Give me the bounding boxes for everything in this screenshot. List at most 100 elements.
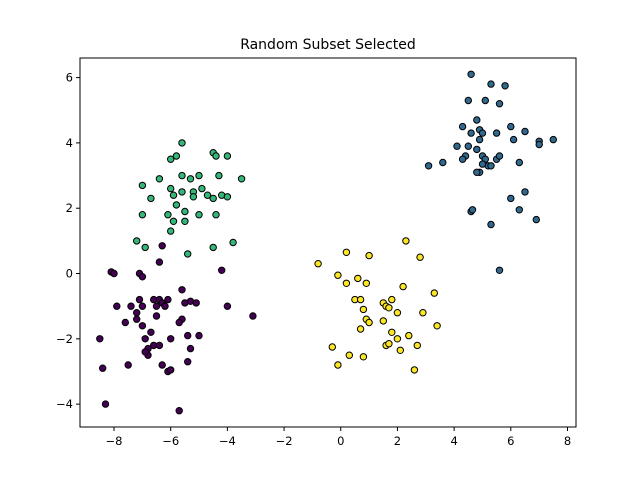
scatter-point bbox=[141, 243, 149, 252]
scatter-point bbox=[172, 201, 181, 209]
scatter-point bbox=[167, 184, 175, 193]
scatter-point bbox=[495, 266, 504, 274]
y-tick-label: 0 bbox=[66, 267, 73, 281]
scatter-point bbox=[133, 315, 141, 323]
scatter-point bbox=[178, 188, 186, 196]
chart-title: Random Subset Selected bbox=[240, 37, 416, 53]
scatter-point bbox=[359, 305, 368, 314]
scatter-point bbox=[138, 322, 147, 330]
x-tick-label: −4 bbox=[219, 434, 236, 448]
scatter-point bbox=[487, 162, 495, 170]
scatter-point bbox=[186, 175, 195, 183]
scatter-point bbox=[473, 168, 481, 177]
scatter-point bbox=[195, 171, 203, 180]
scatter-point bbox=[419, 309, 427, 317]
scatter-point bbox=[135, 295, 144, 304]
x-tick-label: 0 bbox=[337, 434, 344, 448]
scatter-point bbox=[467, 129, 475, 137]
scatter-point bbox=[356, 325, 365, 333]
scatter-point bbox=[342, 279, 351, 287]
scatter-point bbox=[169, 191, 178, 199]
scatter-point bbox=[492, 129, 501, 137]
scatter-point bbox=[410, 366, 419, 374]
scatter-point bbox=[164, 211, 172, 219]
scatter-point bbox=[158, 242, 166, 250]
scatter-point bbox=[439, 158, 447, 167]
scatter-point bbox=[405, 331, 413, 340]
scatter-point bbox=[478, 129, 487, 137]
axes-frame bbox=[79, 57, 577, 428]
scatter-point bbox=[314, 260, 322, 268]
x-tick-label: 6 bbox=[507, 434, 514, 448]
scatter-point bbox=[167, 366, 175, 374]
scatter-point bbox=[101, 400, 110, 408]
x-axis-ticks: −8 −6 −4 −2 0 2 4 6 8 bbox=[106, 427, 571, 448]
scatter-point bbox=[501, 82, 509, 90]
scatter-point bbox=[141, 335, 149, 343]
scatter-point bbox=[147, 194, 155, 203]
scatter-point bbox=[229, 238, 237, 247]
scatter-point bbox=[354, 274, 362, 283]
scatter-point bbox=[328, 343, 336, 351]
scatter-point bbox=[416, 253, 424, 261]
scatter-point bbox=[175, 318, 183, 327]
scatter-point bbox=[138, 302, 147, 310]
scatter-point bbox=[169, 217, 178, 226]
scatter-point bbox=[223, 302, 232, 310]
scatter-point bbox=[152, 302, 161, 310]
scatter-point bbox=[535, 140, 543, 149]
scatter-point bbox=[184, 250, 192, 258]
scatter-point bbox=[388, 328, 396, 336]
scatter-point bbox=[99, 364, 107, 372]
scatter-point bbox=[178, 139, 186, 147]
scatter-point bbox=[178, 171, 186, 180]
scatter-point bbox=[175, 407, 183, 415]
scatter-point bbox=[223, 193, 232, 201]
y-tick-label: 6 bbox=[66, 71, 73, 85]
scatter-point bbox=[138, 181, 147, 190]
scatter-point bbox=[155, 258, 164, 266]
scatter-point bbox=[152, 312, 161, 320]
scatter-point bbox=[413, 341, 421, 350]
y-tick-label: 2 bbox=[66, 201, 73, 215]
scatter-point bbox=[155, 175, 164, 183]
scatter-point bbox=[124, 361, 132, 369]
scatter-point bbox=[342, 248, 351, 257]
x-tick-label: 4 bbox=[450, 434, 457, 448]
scatter-point bbox=[464, 142, 472, 150]
scatter-point bbox=[192, 299, 200, 307]
scatter-point bbox=[110, 269, 118, 278]
scatter-point bbox=[167, 227, 175, 235]
scatter-point bbox=[393, 309, 402, 317]
scatter-point bbox=[356, 295, 365, 304]
scatter-point bbox=[509, 135, 518, 144]
scatter-point bbox=[161, 302, 169, 310]
scatter-point bbox=[209, 194, 217, 203]
scatter-point bbox=[365, 251, 373, 260]
scatter-point bbox=[424, 162, 433, 170]
x-tick-label: −6 bbox=[162, 434, 179, 448]
scatter-point bbox=[396, 346, 404, 354]
scatter-point bbox=[359, 353, 368, 361]
scatter-point bbox=[158, 361, 166, 369]
scatter-point bbox=[433, 322, 441, 330]
scatter-point bbox=[212, 211, 220, 219]
scatter-point bbox=[133, 309, 141, 317]
scatter-point bbox=[362, 279, 370, 287]
scatter-point bbox=[365, 318, 373, 327]
x-tick-label: 8 bbox=[564, 434, 571, 448]
scatter-point bbox=[172, 152, 181, 160]
scatter-point bbox=[521, 127, 529, 136]
scatter-point bbox=[223, 152, 232, 160]
scatter-point bbox=[385, 304, 393, 312]
scatter-point bbox=[195, 331, 203, 340]
scatter-point bbox=[237, 175, 246, 183]
scatter-point bbox=[167, 155, 175, 163]
scatter-point bbox=[203, 191, 212, 199]
data-points bbox=[96, 70, 557, 415]
x-tick-label: −2 bbox=[276, 434, 293, 448]
scatter-point bbox=[345, 351, 353, 359]
scatter-point bbox=[468, 206, 477, 214]
scatter-point bbox=[507, 194, 515, 203]
